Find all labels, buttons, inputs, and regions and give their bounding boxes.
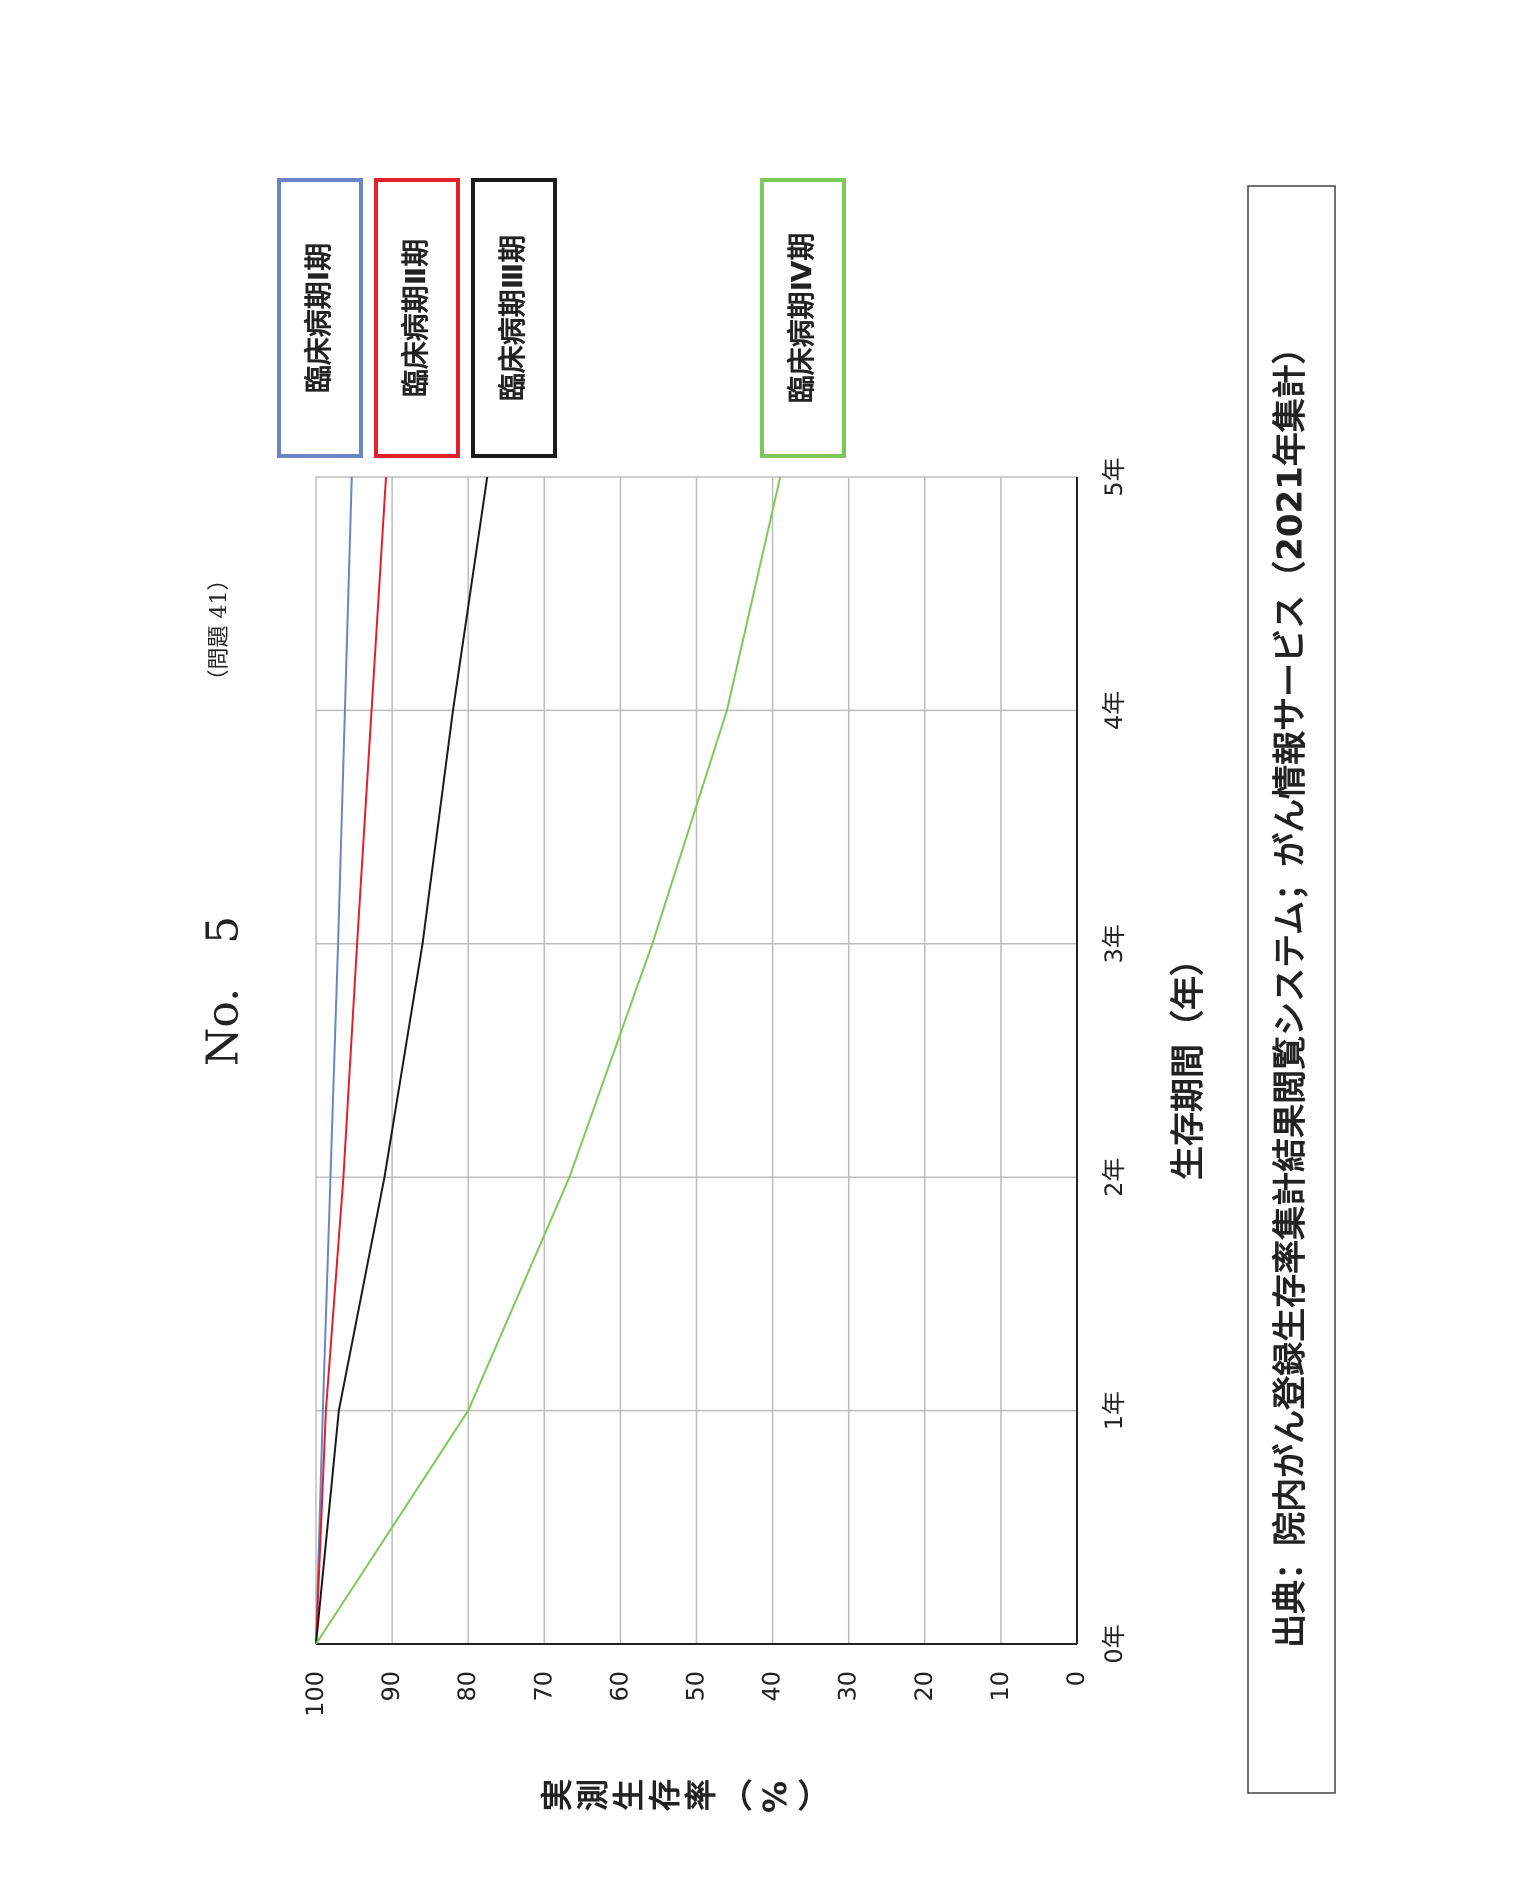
y-tick-label: 60 bbox=[605, 1671, 633, 1702]
y-tick-label: 80 bbox=[453, 1671, 481, 1702]
x-tick-label: 3年 bbox=[1100, 924, 1128, 963]
source-text: 出典：院内がん登録生存率集計結果閲覧システム；がん情報サービス（2021年集計） bbox=[1271, 330, 1311, 1648]
series-line bbox=[315, 476, 388, 1645]
legend-box bbox=[471, 178, 557, 458]
y-axis-title: 実測生存率（%） bbox=[540, 1778, 834, 1816]
y-tick-label: 100 bbox=[301, 1671, 329, 1717]
legend-box bbox=[374, 178, 460, 458]
x-tick-label: 4年 bbox=[1100, 691, 1128, 730]
rotated-page: No. 5 （問題 41） 生存期間（年） 実測生存率（%） 出典：院内がん登録… bbox=[198, 178, 1336, 1816]
source-box bbox=[1247, 185, 1336, 1794]
series-line bbox=[315, 476, 782, 1645]
y-tick-label: 70 bbox=[529, 1671, 557, 1702]
y-tick-label: 0 bbox=[1062, 1671, 1090, 1686]
legend-label: 臨床病期Ⅰ期 bbox=[302, 243, 335, 393]
legend-box bbox=[277, 178, 363, 458]
series-line bbox=[315, 476, 489, 1645]
x-axis-title: 生存期間（年） bbox=[1169, 942, 1209, 1180]
y-tick-label: 10 bbox=[986, 1671, 1014, 1702]
y-tick-label: 30 bbox=[834, 1671, 862, 1702]
y-tick-label: 50 bbox=[682, 1671, 710, 1702]
legend-label: 臨床病期Ⅱ期 bbox=[399, 239, 432, 397]
legend-label: 臨床病期Ⅳ期 bbox=[785, 233, 818, 404]
x-tick-label: 2年 bbox=[1100, 1158, 1128, 1197]
x-tick-label: 5年 bbox=[1100, 457, 1128, 496]
y-tick-label: 20 bbox=[910, 1671, 938, 1702]
y-tick-label: 90 bbox=[377, 1671, 405, 1702]
chart-subtitle: （問題 41） bbox=[207, 569, 232, 692]
x-tick-label: 1年 bbox=[1100, 1391, 1128, 1430]
x-tick-label: 0年 bbox=[1100, 1624, 1128, 1663]
chart-title: No. 5 bbox=[198, 916, 249, 1066]
y-tick-label: 40 bbox=[758, 1671, 786, 1702]
series-line bbox=[315, 476, 353, 1645]
legend-box bbox=[760, 178, 846, 458]
legend-label: 臨床病期Ⅲ期 bbox=[496, 235, 529, 401]
